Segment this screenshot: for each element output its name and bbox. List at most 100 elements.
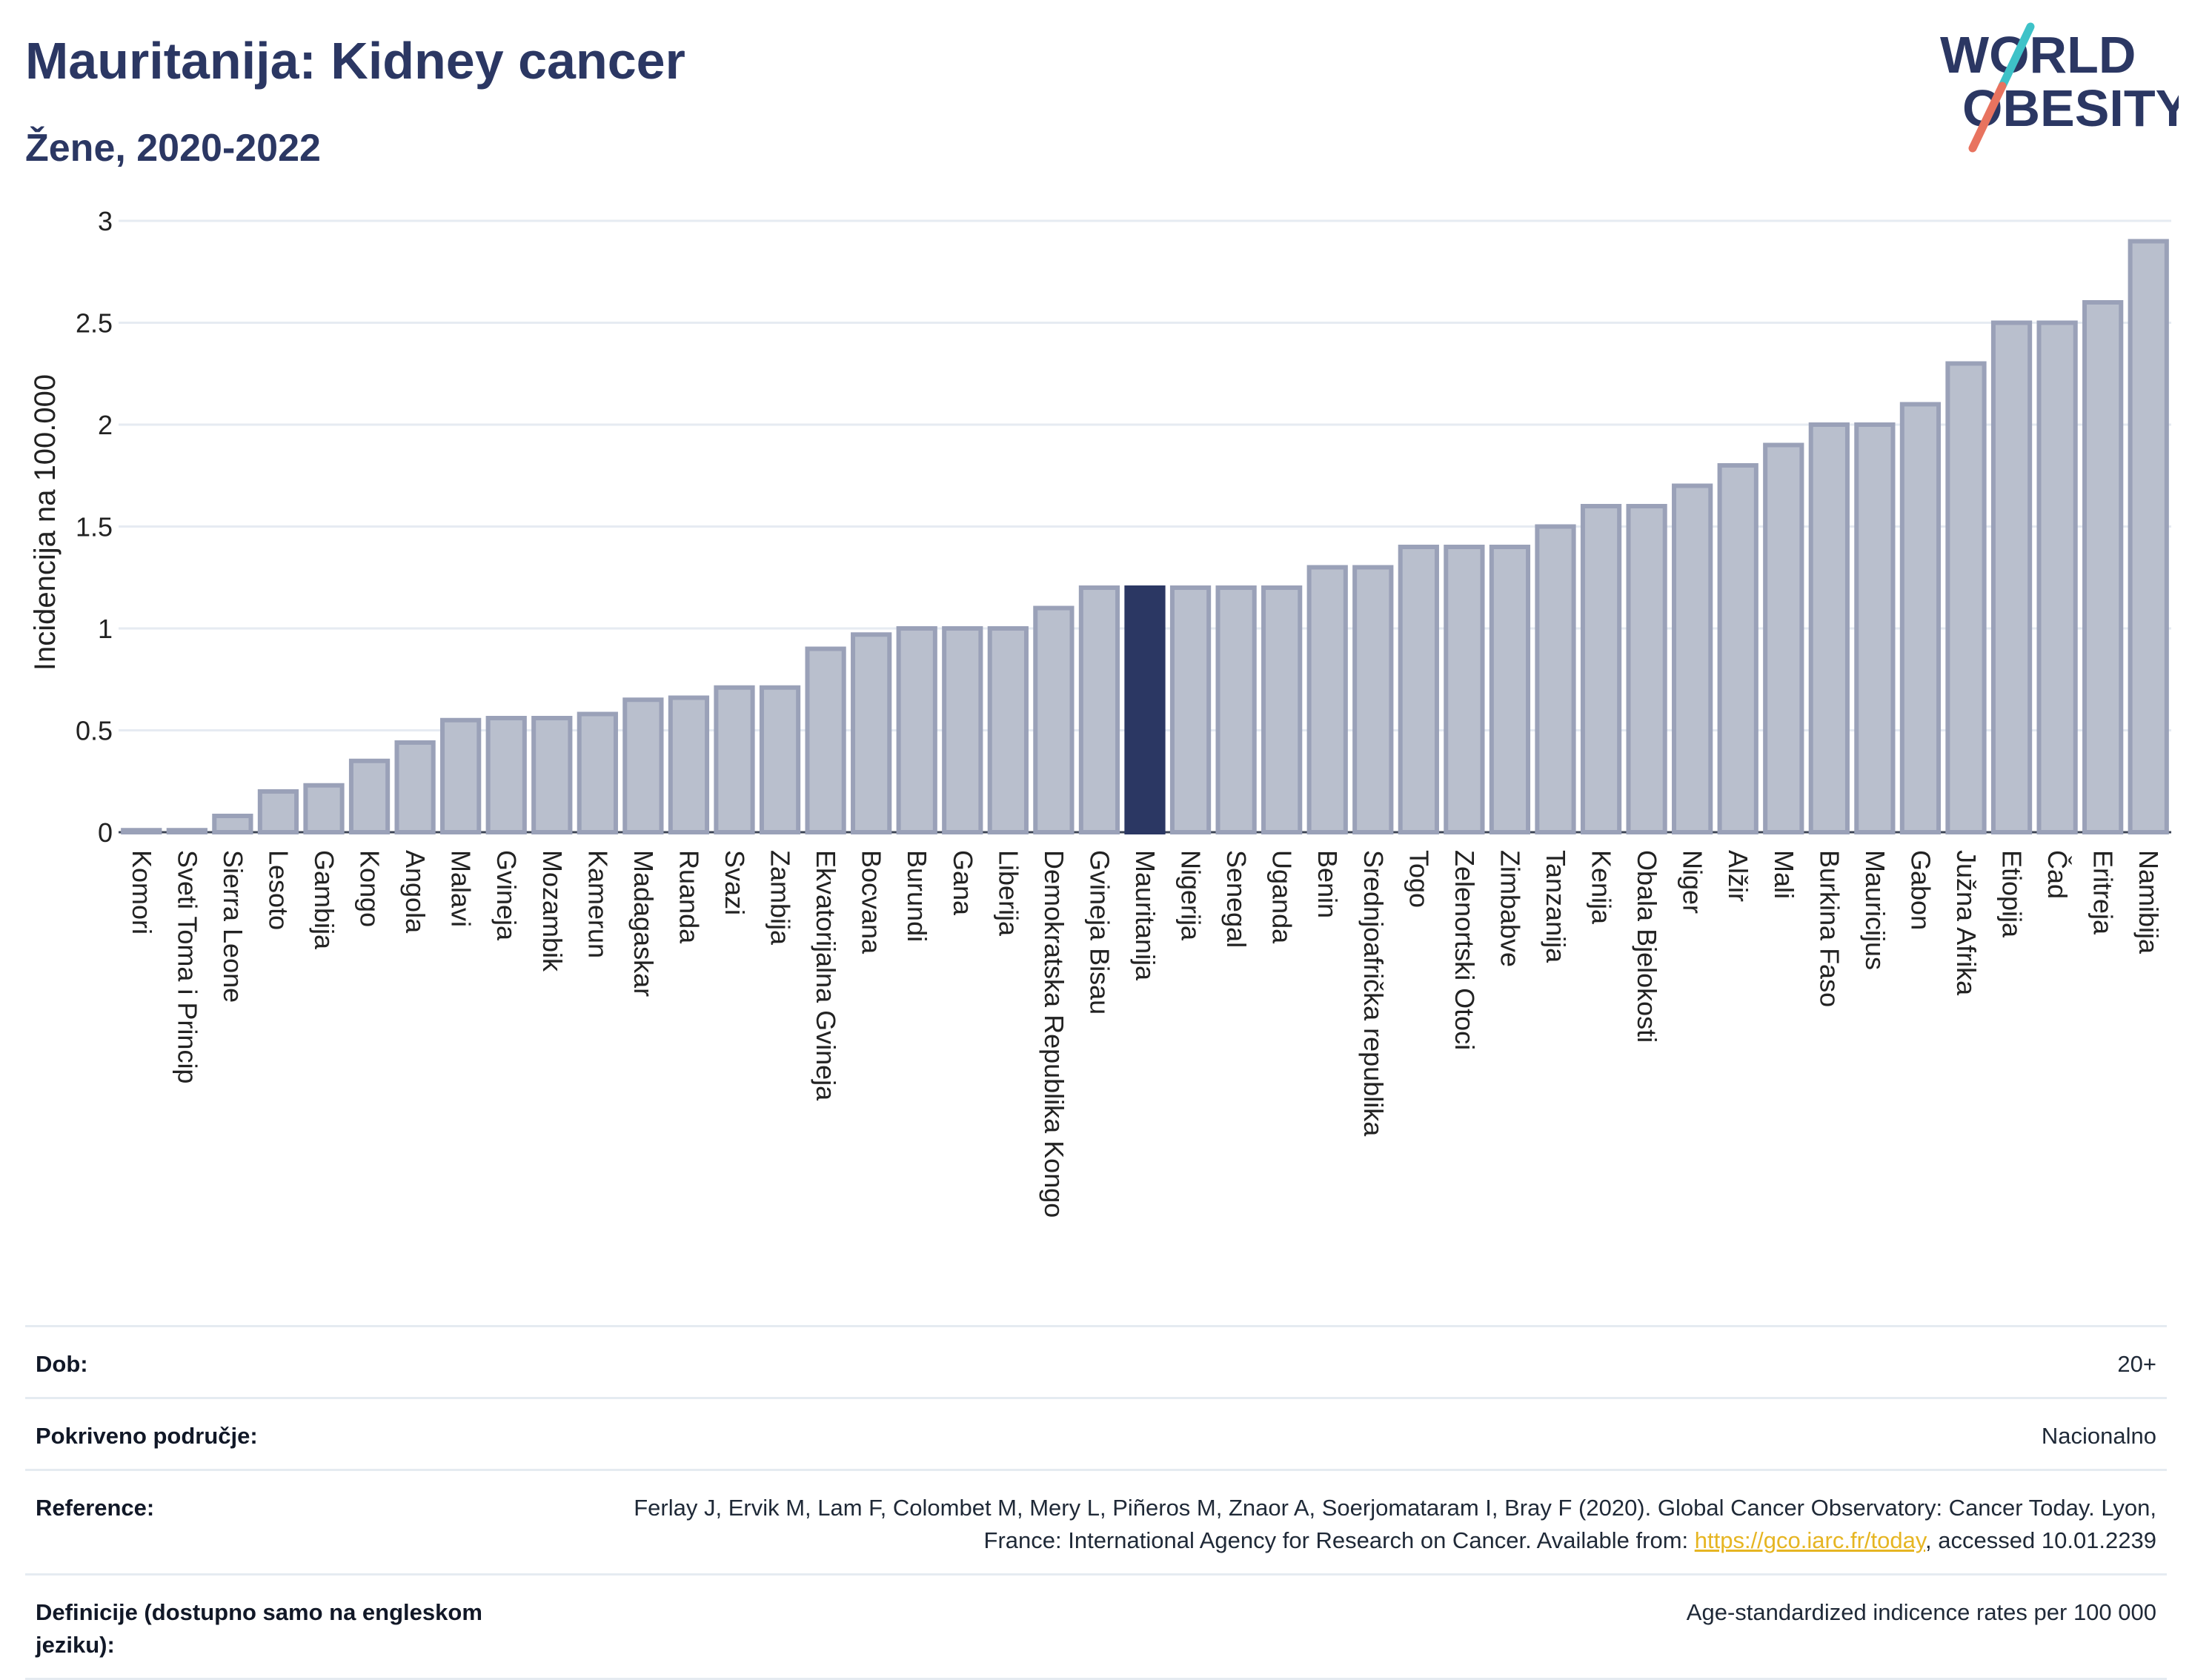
metadata-table: Dob: 20+ Pokriveno područje: Nacionalno … <box>25 1325 2167 1680</box>
bar-12 <box>668 695 710 834</box>
x-tick-label: Gvineja Bisau <box>1084 850 1115 1015</box>
meta-row-definitions: Definicije (dostupno samo na engleskom j… <box>25 1573 2167 1680</box>
x-tick-label: Madagaskar <box>628 850 659 997</box>
bar-4 <box>303 783 345 834</box>
x-tick-label: Angola <box>400 850 431 934</box>
logo-accent-coral <box>1968 82 2007 153</box>
bar-24 <box>1215 585 1257 834</box>
meta-value-coverage: Nacionalno <box>2041 1423 2156 1449</box>
x-tick-label: Zambija <box>765 850 796 946</box>
bar-38 <box>1854 422 1896 834</box>
reference-link[interactable]: https://gco.iarc.fr/today <box>1694 1527 1926 1553</box>
bar-26 <box>1306 565 1348 834</box>
x-tick-label: Niger <box>1678 850 1708 914</box>
bar-17 <box>896 626 937 834</box>
bar-21 <box>1078 585 1120 834</box>
x-tick-label: Ekvatorijalna Gvineja <box>811 850 841 1101</box>
x-tick-label: Zimbabve <box>1495 850 1525 967</box>
y-tick-label: 1.5 <box>76 512 113 542</box>
bar-9 <box>531 716 573 834</box>
x-tick-label: Sierra Leone <box>218 850 248 1003</box>
page-subtitle: Žene, 2020-2022 <box>25 127 321 170</box>
bar-32 <box>1580 504 1622 834</box>
x-axis-labels: Komori Sveti Toma i Princip Sierra Leone Le… <box>127 850 2164 1218</box>
meta-value-reference: Ferlay J, Ervik M, Lam F, Colombet M, Me… <box>554 1492 2156 1557</box>
x-tick-label: Sveti Toma i Princip <box>172 850 202 1083</box>
y-tick-label: 2 <box>98 410 113 440</box>
bar-36 <box>1763 442 1804 834</box>
x-tick-label: Eritreja <box>2088 850 2119 935</box>
y-axis-label: Incidencija na 100.000 <box>29 374 62 671</box>
bar-7 <box>440 717 482 834</box>
x-tick-label: Alžir <box>1723 850 1753 902</box>
x-tick-label: Kamerun <box>582 850 613 958</box>
reference-accessed: , accessed 10.01.2239 <box>1925 1527 2156 1553</box>
bar-43 <box>2082 300 2124 834</box>
x-tick-label: Senegal <box>1221 850 1252 948</box>
meta-label-reference: Reference: <box>36 1495 155 1521</box>
bar-18 <box>942 626 983 834</box>
logo-accent-teal <box>1998 22 2035 90</box>
x-tick-label: Mauricijus <box>1860 850 1890 970</box>
meta-row-reference: Reference: Ferlay J, Ervik M, Lam F, Col… <box>25 1469 2167 1573</box>
x-tick-label: Nigerija <box>1176 850 1206 941</box>
meta-label-coverage: Pokriveno područje: <box>36 1423 258 1449</box>
x-tick-label: Mali <box>1769 850 1799 899</box>
y-axis-ticks: 0 0.5 1 1.5 2 2.5 3 <box>76 206 113 848</box>
bar-19 <box>987 626 1029 834</box>
bar-27 <box>1352 565 1394 834</box>
bar-37 <box>1808 422 1850 834</box>
bar-0 <box>121 828 162 834</box>
x-tick-label: Malavi <box>446 850 476 927</box>
y-tick-label: 2.5 <box>76 308 113 339</box>
x-tick-label: Komori <box>127 850 157 934</box>
x-tick-label: Ruanda <box>674 850 704 944</box>
bar-25 <box>1261 585 1303 834</box>
bar-3 <box>257 789 299 834</box>
x-tick-label: Svazi <box>720 850 750 915</box>
bar-23 <box>1169 585 1212 834</box>
page-title: Mauritanija: Kidney cancer <box>25 32 685 90</box>
y-tick-label: 1 <box>98 614 113 644</box>
world-obesity-logo: WORLD OBESITY <box>1940 22 2179 153</box>
x-tick-label: Liberija <box>993 850 1023 937</box>
x-tick-label: Demokratska Republika Kongo <box>1039 850 1069 1218</box>
bar-14 <box>759 685 801 834</box>
meta-row-coverage: Pokriveno područje: Nacionalno <box>25 1397 2167 1469</box>
logo-text-world: WORLD <box>1940 26 2136 84</box>
x-tick-label: Zelenortski Otoci <box>1449 850 1480 1050</box>
x-tick-label: Tanzanija <box>1541 850 1571 963</box>
bar-chart: 0 0.5 1 1.5 2 2.5 3 Komori Sveti Toma i Princip… <box>29 206 2171 1218</box>
x-tick-label: Gambija <box>309 850 339 950</box>
x-tick-label: Srednjoafrička republika <box>1358 850 1389 1137</box>
bar-44 <box>2128 239 2169 834</box>
bar-33 <box>1626 504 1667 834</box>
bar-29 <box>1444 545 1485 834</box>
x-tick-label: Namibija <box>2133 850 2164 954</box>
x-tick-label: Obala Bjelokosti <box>1632 850 1662 1043</box>
meta-label-definitions: Definicije (dostupno samo na engleskom j… <box>36 1599 482 1658</box>
bar-35 <box>1717 463 1758 834</box>
meta-label-age: Dob: <box>36 1351 88 1377</box>
y-tick-label: 0.5 <box>76 716 113 746</box>
bar-5 <box>348 758 391 834</box>
bar-20 <box>1033 605 1075 834</box>
chart-bars <box>121 239 2169 834</box>
bar-11 <box>622 697 664 834</box>
bar-2 <box>212 814 253 834</box>
x-tick-label: Etiopija <box>1997 850 2027 938</box>
bar-41 <box>1990 320 2033 834</box>
bar-15 <box>805 646 846 834</box>
bar-6 <box>394 740 436 834</box>
x-tick-label: Togo <box>1404 850 1434 908</box>
x-tick-label: Kenija <box>1587 850 1617 925</box>
meta-value-definitions: Age-standardized indicence rates per 100… <box>1686 1599 2156 1625</box>
x-tick-label: Burundi <box>902 850 932 942</box>
bar-28 <box>1398 545 1439 834</box>
x-tick-label: Gana <box>948 850 978 916</box>
x-tick-label: Čad <box>2042 850 2073 899</box>
bar-22 <box>1124 585 1166 834</box>
y-tick-label: 3 <box>98 206 113 236</box>
x-tick-label: Mauritanija <box>1130 850 1160 981</box>
bar-8 <box>485 716 527 834</box>
